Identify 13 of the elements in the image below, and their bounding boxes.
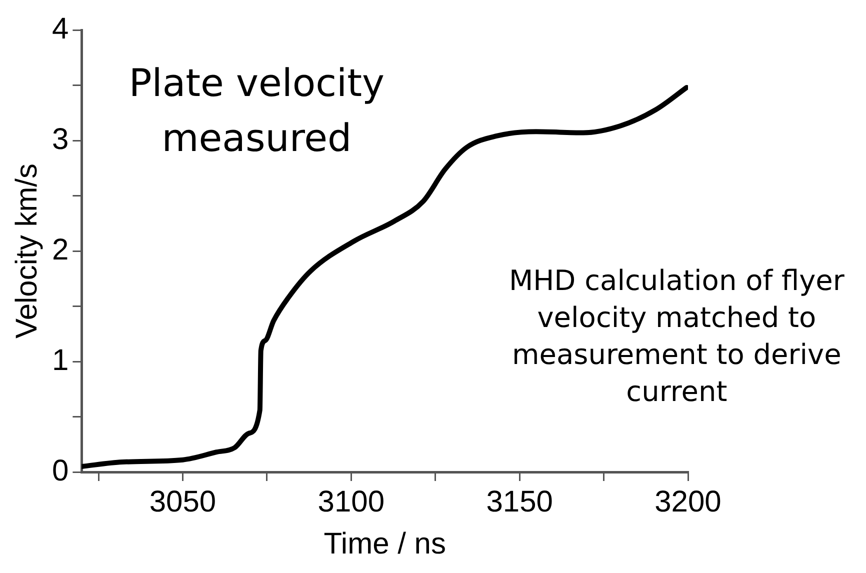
y-tick-label: 2	[52, 233, 69, 266]
annotation: Plate velocity measured	[128, 61, 385, 160]
x-axis-title: Time / ns	[324, 527, 446, 560]
x-tick-label: 3150	[486, 485, 553, 518]
annotation: MHD calculation of flyer velocity matched to measurement to derive current	[508, 264, 845, 408]
x-tick-label: 3200	[654, 485, 722, 518]
y-axis-title: Velocity km/s	[10, 163, 44, 339]
y-tick-label: 3	[52, 122, 69, 156]
y-tick-label: 1	[52, 344, 69, 377]
y-tick-label: 0	[52, 454, 69, 488]
y-tick-label: 4	[52, 12, 69, 46]
x-tick-label: 3100	[318, 485, 385, 518]
x-tick-label: 3050	[149, 485, 216, 518]
